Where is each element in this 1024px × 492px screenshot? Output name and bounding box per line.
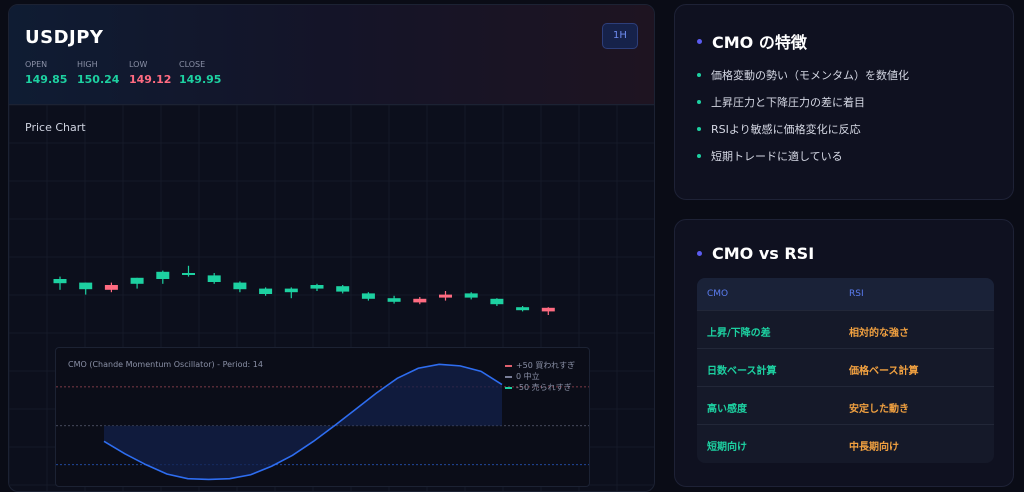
candle-body	[53, 279, 67, 284]
ohlc-high-label: HIGH	[77, 60, 98, 69]
ohlc-low: LOW 149.12	[129, 60, 171, 86]
candle-body	[284, 288, 298, 293]
ohlc-low-value: 149.12	[129, 73, 172, 86]
candle-body	[464, 293, 478, 298]
feature-text: 短期トレードに適している	[711, 150, 843, 163]
ohlc-close-label: CLOSE	[179, 60, 206, 69]
cell-cmo: 短期向け	[707, 442, 747, 453]
symbol-title: USDJPY	[25, 27, 104, 48]
cmo-legend: +50 買われすぎ 0 中立 -50 売られすぎ	[504, 360, 575, 393]
cell-rsi: 中長期向け	[849, 442, 899, 453]
compare-title: CMO vs RSI	[697, 244, 814, 263]
candle-body	[310, 285, 324, 289]
cmo-title: CMO (Chande Momentum Oscillator) - Perio…	[68, 360, 263, 369]
cell-cmo: 高い感度	[707, 404, 747, 415]
timeframe-button[interactable]: 1H	[602, 23, 638, 49]
header-rsi: RSI	[849, 289, 864, 299]
bullet-icon	[697, 100, 701, 104]
ohlc-high: HIGH 150.24	[77, 60, 119, 86]
candle-body	[156, 271, 170, 279]
legend-label-neutral: 0 中立	[515, 372, 540, 381]
chart-title: Price Chart	[25, 121, 86, 134]
cell-cmo: 上昇/下降の差	[707, 328, 771, 339]
candle-body	[361, 293, 375, 299]
legend-swatch-oversold	[504, 386, 512, 389]
candle-body	[387, 298, 401, 302]
candle-body	[516, 307, 530, 311]
feature-text: RSIより敏感に価格変化に反応	[711, 123, 861, 136]
feature-item: 上昇圧力と下降圧力の差に着目	[697, 94, 865, 110]
candle-body	[439, 294, 452, 298]
legend-label-oversold: -50 売られすぎ	[515, 383, 572, 392]
cmo-panel: CMO (Chande Momentum Oscillator) - Perio…	[55, 347, 590, 487]
table-row: 上昇/下降の差 相対的な強さ	[697, 310, 994, 348]
bullet-icon	[697, 73, 701, 77]
ohlc-open-label: OPEN	[25, 60, 48, 69]
candle-body	[104, 285, 118, 290]
cmo-chart	[56, 363, 589, 481]
ohlc-close-value: 149.95	[179, 73, 222, 86]
features-title-text: CMO の特徴	[712, 33, 807, 52]
candle-body	[182, 273, 195, 275]
legend-label-overbought: +50 買われすぎ	[515, 361, 575, 370]
legend-item-oversold: -50 売られすぎ	[504, 382, 575, 393]
header-cmo: CMO	[707, 289, 729, 299]
chart-panel: USDJPY 1H OPEN 149.85 HIGH 150.24 LOW 14…	[8, 4, 655, 492]
feature-item: RSIより敏感に価格変化に反応	[697, 121, 861, 137]
table-row: 短期向け 中長期向け	[697, 424, 994, 462]
compare-title-text: CMO vs RSI	[712, 244, 815, 263]
feature-item: 価格変動の勢い（モメンタム）を数値化	[697, 67, 909, 83]
ohlc-high-value: 150.24	[77, 73, 120, 86]
cmo-area	[104, 364, 502, 480]
compare-card: CMO vs RSI CMO RSI 上昇/下降の差 相対的な強さ 日数ベース計…	[674, 219, 1014, 487]
cmo-line	[103, 363, 503, 481]
candle-body	[490, 298, 504, 305]
candle-body	[207, 275, 221, 282]
candle-body	[79, 282, 93, 290]
cell-rsi: 安定した動き	[849, 404, 909, 415]
bullet-icon	[697, 154, 701, 158]
candle-body	[130, 277, 144, 284]
bullet-icon	[697, 127, 701, 131]
legend-swatch-overbought	[504, 364, 512, 367]
table-row: 高い感度 安定した動き	[697, 386, 994, 424]
cell-rsi: 相対的な強さ	[849, 328, 909, 339]
cell-rsi: 価格ベース計算	[849, 366, 919, 377]
candle-body	[336, 286, 350, 292]
candle-body	[413, 298, 427, 303]
features-title: CMO の特徴	[697, 29, 807, 53]
ohlc-low-label: LOW	[129, 60, 148, 69]
ohlc-open-value: 149.85	[25, 73, 68, 86]
chart-header: USDJPY 1H OPEN 149.85 HIGH 150.24 LOW 14…	[9, 5, 654, 105]
legend-item-overbought: +50 買われすぎ	[504, 360, 575, 371]
legend-swatch-neutral	[504, 375, 512, 378]
ohlc-close: CLOSE 149.95	[179, 60, 221, 86]
feature-item: 短期トレードに適している	[697, 148, 843, 164]
table-row: 日数ベース計算 価格ベース計算	[697, 348, 994, 386]
candle-body	[233, 282, 247, 290]
compare-table-header: CMO RSI	[697, 278, 994, 310]
title-dot-icon	[697, 251, 702, 256]
title-dot-icon	[697, 38, 702, 44]
feature-text: 価格変動の勢い（モメンタム）を数値化	[711, 69, 909, 82]
features-card: CMO の特徴 価格変動の勢い（モメンタム）を数値化 上昇圧力と下降圧力の差に着…	[674, 4, 1014, 200]
compare-table: CMO RSI 上昇/下降の差 相対的な強さ 日数ベース計算 価格ベース計算 高…	[697, 278, 994, 463]
legend-item-neutral: 0 中立	[504, 371, 575, 382]
cell-cmo: 日数ベース計算	[707, 366, 777, 377]
ohlc-open: OPEN 149.85	[25, 60, 67, 86]
feature-text: 上昇圧力と下降圧力の差に着目	[711, 96, 865, 109]
candle-body	[259, 288, 273, 294]
candle-body	[541, 307, 555, 312]
